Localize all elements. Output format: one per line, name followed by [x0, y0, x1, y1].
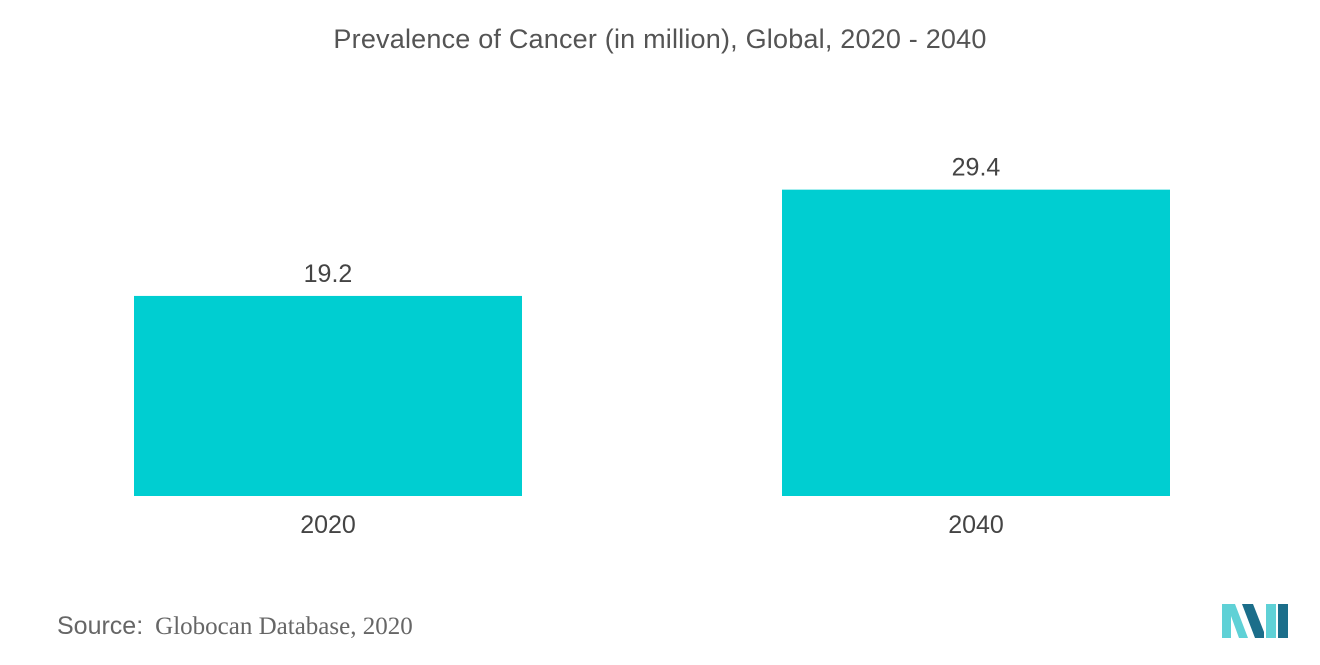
bar-2020 [134, 295, 522, 496]
source-line: Source: Globocan Database, 2020 [57, 612, 413, 641]
category-labels-group: 2020 2040 [300, 511, 1004, 539]
value-label-2020: 19.2 [304, 260, 353, 288]
source-text: Globocan Database, 2020 [155, 613, 413, 640]
logo-shape-far-right [1278, 604, 1288, 638]
category-label-2020: 2020 [300, 511, 356, 539]
logo-shape-mid [1242, 604, 1264, 638]
category-label-2040: 2040 [948, 511, 1004, 539]
chart-title: Prevalence of Cancer (in million), Globa… [333, 24, 987, 54]
logo-shape-right [1266, 604, 1276, 638]
source-label: Source: [57, 612, 144, 640]
bars-group [134, 189, 1170, 497]
bar-2040 [782, 189, 1170, 497]
logo-shape-left [1222, 604, 1248, 638]
value-labels-group: 19.2 29.4 [304, 154, 1001, 288]
bar-chart: 19.2 29.4 2020 2040 [134, 154, 1170, 539]
value-label-2040: 29.4 [952, 154, 1001, 182]
brand-logo-icon [1222, 604, 1288, 638]
